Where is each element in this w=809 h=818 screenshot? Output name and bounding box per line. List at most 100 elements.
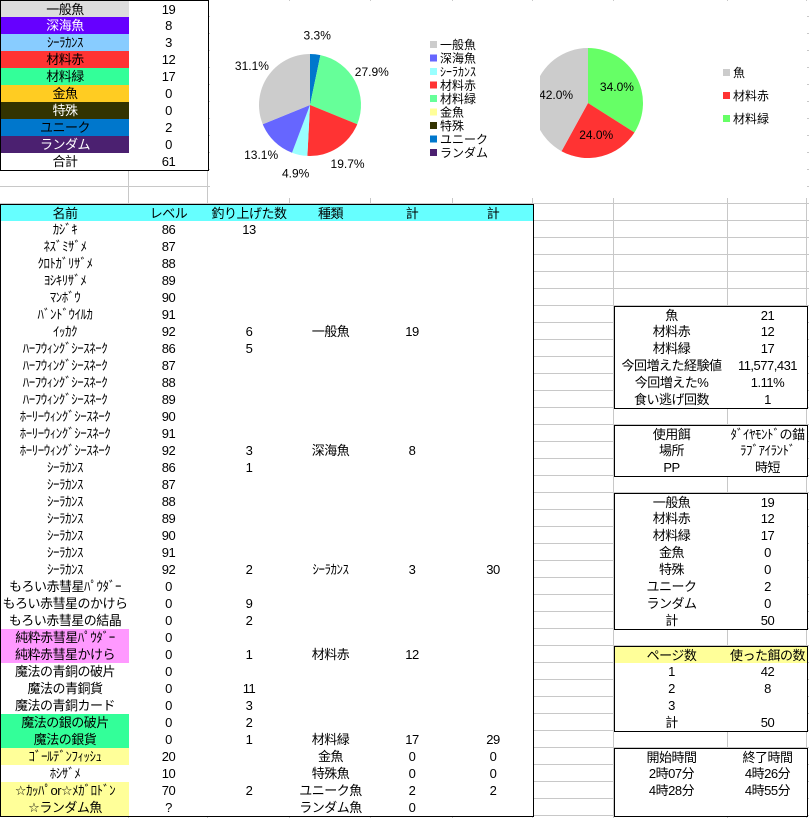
level-cell[interactable]: 87 bbox=[129, 476, 209, 494]
subtotal-cell[interactable]: 3 bbox=[371, 561, 454, 579]
caught-count-cell[interactable] bbox=[208, 289, 291, 307]
summary-value-cell[interactable]: 3 bbox=[129, 34, 209, 52]
total-cell[interactable] bbox=[453, 663, 534, 681]
caught-count-cell[interactable] bbox=[208, 425, 291, 443]
type-cell[interactable] bbox=[290, 289, 372, 307]
level-cell[interactable]: 86 bbox=[129, 340, 209, 358]
fish-name-cell[interactable]: ｼｰﾗｶﾝｽ bbox=[0, 510, 130, 528]
pie-slice[interactable] bbox=[259, 54, 310, 125]
result-label[interactable]: 食い逃げ回数 bbox=[614, 391, 729, 409]
total-cell[interactable] bbox=[453, 408, 534, 426]
caught-count-cell[interactable] bbox=[208, 238, 291, 256]
category-value[interactable]: 2 bbox=[728, 578, 808, 596]
setup-label[interactable]: PP bbox=[614, 459, 729, 477]
fish-name-cell[interactable]: 純粋赤彗星かけら bbox=[0, 646, 130, 664]
fish-name-cell[interactable]: ﾊｰﾌｳｨﾝｸﾞｼｰｽﾈｰｸ bbox=[0, 340, 130, 358]
level-cell[interactable]: 92 bbox=[129, 323, 209, 341]
total-cell[interactable] bbox=[453, 306, 534, 324]
subtotal-cell[interactable] bbox=[371, 272, 454, 290]
column-header[interactable]: 計 bbox=[453, 204, 534, 222]
summary-value-cell[interactable]: 0 bbox=[129, 85, 209, 103]
fish-name-cell[interactable]: もろい赤彗星ﾊﾟｳﾀﾞｰ bbox=[0, 578, 130, 596]
setup-value[interactable]: ﾀﾞｲﾔﾓﾝﾄﾞの錨 bbox=[728, 425, 808, 443]
page-cell[interactable]: 2 bbox=[614, 680, 729, 698]
category-label[interactable]: ユニーク bbox=[614, 578, 729, 596]
bait-used-cell[interactable]: 50 bbox=[728, 714, 808, 732]
fish-name-cell[interactable]: ｼｰﾗｶﾝｽ bbox=[0, 527, 130, 545]
fish-name-cell[interactable]: ☆ｶｯﾊﾟor☆ﾒｶﾞﾛﾄﾞﾝ bbox=[0, 782, 130, 800]
total-cell[interactable] bbox=[453, 374, 534, 392]
category-label[interactable]: 一般魚 bbox=[614, 493, 729, 511]
total-cell[interactable] bbox=[453, 595, 534, 613]
caught-count-cell[interactable] bbox=[208, 527, 291, 545]
subtotal-cell[interactable] bbox=[371, 221, 454, 239]
subtotal-cell[interactable] bbox=[371, 680, 454, 698]
level-cell[interactable]: 88 bbox=[129, 493, 209, 511]
caught-count-cell[interactable]: 5 bbox=[208, 340, 291, 358]
bait-used-cell[interactable] bbox=[728, 697, 808, 715]
subtotal-cell[interactable] bbox=[371, 391, 454, 409]
subtotal-cell[interactable] bbox=[371, 714, 454, 732]
pie-slice[interactable] bbox=[307, 105, 358, 156]
type-cell[interactable] bbox=[290, 306, 372, 324]
summary-label-cell[interactable]: 深海魚 bbox=[0, 17, 130, 35]
total-cell[interactable] bbox=[453, 578, 534, 596]
total-cell[interactable] bbox=[453, 680, 534, 698]
total-cell[interactable] bbox=[453, 493, 534, 511]
summary-value-cell[interactable]: 8 bbox=[129, 17, 209, 35]
caught-count-cell[interactable]: 2 bbox=[208, 782, 291, 800]
caught-count-cell[interactable]: 9 bbox=[208, 595, 291, 613]
start-time-cell[interactable] bbox=[614, 799, 729, 817]
pie-slice[interactable] bbox=[262, 105, 310, 153]
result-value[interactable]: 1.11% bbox=[728, 374, 808, 392]
subtotal-cell[interactable] bbox=[371, 289, 454, 307]
type-cell[interactable] bbox=[290, 714, 372, 732]
summary-label-cell[interactable]: ランダム bbox=[0, 136, 130, 154]
bait-used-cell[interactable]: 42 bbox=[728, 663, 808, 681]
total-cell[interactable] bbox=[453, 527, 534, 545]
type-cell[interactable] bbox=[290, 391, 372, 409]
type-cell[interactable] bbox=[290, 680, 372, 698]
level-cell[interactable]: 0 bbox=[129, 595, 209, 613]
bait-used-cell[interactable]: 8 bbox=[728, 680, 808, 698]
subtotal-cell[interactable] bbox=[371, 493, 454, 511]
fish-name-cell[interactable]: ｼｰﾗｶﾝｽ bbox=[0, 493, 130, 511]
summary-value-cell[interactable]: 19 bbox=[129, 0, 209, 18]
fish-name-cell[interactable]: ﾊｰﾌｳｨﾝｸﾞｼｰｽﾈｰｸ bbox=[0, 374, 130, 392]
page-cell[interactable]: 計 bbox=[614, 714, 729, 732]
caught-count-cell[interactable] bbox=[208, 255, 291, 273]
summary-label-cell[interactable]: 一般魚 bbox=[0, 0, 130, 18]
caught-count-cell[interactable]: 3 bbox=[208, 442, 291, 460]
level-cell[interactable]: 0 bbox=[129, 578, 209, 596]
pie-slice[interactable] bbox=[588, 48, 643, 133]
fish-name-cell[interactable]: ｼｰﾗｶﾝｽ bbox=[0, 544, 130, 562]
type-cell[interactable] bbox=[290, 578, 372, 596]
bait-used-cell[interactable]: 使った餌の数 bbox=[728, 646, 808, 664]
subtotal-cell[interactable] bbox=[371, 595, 454, 613]
page-cell[interactable]: ページ数 bbox=[614, 646, 729, 664]
level-cell[interactable]: 90 bbox=[129, 408, 209, 426]
type-cell[interactable] bbox=[290, 697, 372, 715]
fish-name-cell[interactable]: ☆ランダム魚 bbox=[0, 799, 130, 817]
subtotal-cell[interactable] bbox=[371, 697, 454, 715]
total-cell[interactable] bbox=[453, 323, 534, 341]
summary-label-cell[interactable]: 特殊 bbox=[0, 102, 130, 120]
total-cell[interactable] bbox=[453, 476, 534, 494]
caught-count-cell[interactable] bbox=[208, 578, 291, 596]
type-cell[interactable] bbox=[290, 221, 372, 239]
fish-name-cell[interactable]: ﾊﾞﾝﾄﾞｳｲﾙｶ bbox=[0, 306, 130, 324]
result-label[interactable]: 今回増えた経験値 bbox=[614, 357, 729, 375]
subtotal-cell[interactable] bbox=[371, 544, 454, 562]
fish-name-cell[interactable]: ｲｯｶｸ bbox=[0, 323, 130, 341]
result-label[interactable]: 今回増えた% bbox=[614, 374, 729, 392]
total-cell[interactable] bbox=[453, 340, 534, 358]
total-cell[interactable] bbox=[453, 459, 534, 477]
subtotal-cell[interactable] bbox=[371, 578, 454, 596]
type-cell[interactable]: 材料赤 bbox=[290, 646, 372, 664]
type-cell[interactable] bbox=[290, 510, 372, 528]
type-cell[interactable]: ランダム魚 bbox=[290, 799, 372, 817]
pie-chart-categories[interactable]: 3.3% 27.9% 19.7% 4.9% 13.1% 31.1% 一般魚深海魚ｼｰﾗｶﾝｽ… bbox=[210, 1, 540, 198]
fish-name-cell[interactable]: ｼｰﾗｶﾝｽ bbox=[0, 561, 130, 579]
type-cell[interactable]: 一般魚 bbox=[290, 323, 372, 341]
